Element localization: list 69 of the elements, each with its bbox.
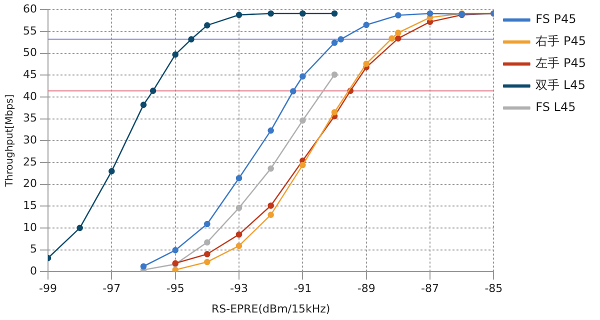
- point: [108, 168, 115, 174]
- point: [268, 202, 274, 209]
- point: [204, 220, 210, 228]
- y-tick-label: 30: [22, 133, 37, 146]
- point: [236, 12, 242, 18]
- point: [172, 51, 178, 58]
- point: [426, 10, 434, 17]
- point: [363, 60, 370, 67]
- point: [236, 175, 242, 182]
- point: [268, 212, 274, 218]
- y-tick-label: 25: [22, 155, 37, 168]
- y-tick-label: 45: [22, 68, 37, 81]
- point: [76, 224, 83, 232]
- y-tick-label: 55: [22, 24, 37, 38]
- legend-label: 双手 L45: [536, 78, 586, 92]
- point: [204, 250, 210, 258]
- point: [395, 35, 402, 42]
- point: [268, 10, 274, 17]
- point: [395, 12, 402, 18]
- point: [140, 263, 147, 270]
- point: [204, 239, 210, 246]
- y-tick-label: 10: [22, 220, 37, 234]
- x-axis-title: RS-EPRE(dBm/15kHz): [211, 302, 330, 316]
- y-tick-label: 40: [22, 90, 37, 103]
- point: [331, 109, 338, 116]
- point: [331, 72, 338, 78]
- point: [236, 231, 242, 238]
- point: [268, 165, 274, 172]
- point: [300, 117, 306, 124]
- point: [150, 88, 156, 94]
- y-tick-label: 15: [22, 198, 37, 212]
- y-tick-label: 0: [30, 264, 37, 278]
- x-tick-label: -89: [357, 282, 376, 296]
- y-tick-label: 5: [30, 242, 37, 256]
- x-tick-label: -99: [39, 282, 57, 296]
- point: [338, 36, 344, 42]
- y-tick-label: 35: [22, 112, 37, 125]
- point: [331, 40, 338, 46]
- y-tick-label: 60: [22, 2, 37, 16]
- y-tick-label: 20: [22, 177, 37, 190]
- legend-label: FS L45: [536, 100, 576, 114]
- x-tick-label: -91: [294, 282, 312, 296]
- y-axis-title: Throughput[Mbps]: [4, 94, 16, 188]
- legend-label: FS P45: [536, 12, 576, 26]
- point: [204, 22, 210, 28]
- point: [300, 10, 306, 17]
- point: [363, 22, 370, 28]
- point: [388, 35, 395, 42]
- point: [395, 30, 402, 36]
- y-tick-label: 50: [22, 46, 37, 60]
- point: [140, 102, 147, 108]
- point: [172, 247, 178, 254]
- x-tick-label: -97: [102, 282, 121, 296]
- legend-label: 右手 P45: [536, 34, 586, 48]
- point: [300, 162, 306, 168]
- x-tick-label: -87: [421, 282, 439, 296]
- point: [236, 242, 242, 249]
- point: [290, 88, 296, 94]
- point: [188, 36, 194, 42]
- point: [172, 266, 178, 272]
- x-tick-label: -85: [484, 282, 503, 296]
- point: [268, 127, 274, 134]
- x-tick-label: -93: [230, 282, 248, 296]
- legend-label: 左手 P45: [536, 56, 586, 70]
- point: [204, 258, 210, 266]
- point: [331, 10, 338, 17]
- x-tick-label: -95: [166, 282, 184, 296]
- point: [300, 73, 306, 80]
- point: [236, 204, 242, 211]
